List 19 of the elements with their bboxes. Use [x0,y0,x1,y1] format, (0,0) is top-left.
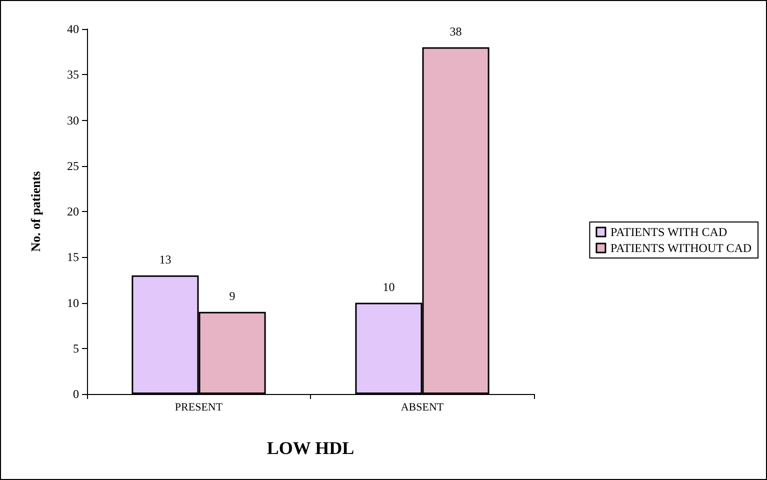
x-axis-title: LOW HDL [266,438,354,458]
y-tick-label: 5 [73,341,79,356]
data-label: 10 [382,280,395,294]
legend-label: PATIENTS WITHOUT CAD [610,241,752,255]
x-tick-label: PRESENT [174,402,223,414]
x-tick-label: ABSENT [400,402,444,414]
y-tick-label: 25 [67,158,79,173]
y-tick-label: 0 [73,387,79,401]
data-label: 9 [229,288,236,303]
data-label: 13 [159,252,172,266]
legend-label: PATIENTS WITH CAD [610,225,728,239]
y-tick-label: 40 [67,22,79,36]
y-tick-label: 10 [67,296,79,310]
data-label: 38 [450,24,462,38]
y-tick-label: 20 [67,204,79,218]
y-tick-label: 30 [67,113,79,128]
y-tick-label: 15 [67,250,79,264]
y-axis-title: No. of patients [28,171,43,252]
y-tick-label: 35 [67,68,79,82]
